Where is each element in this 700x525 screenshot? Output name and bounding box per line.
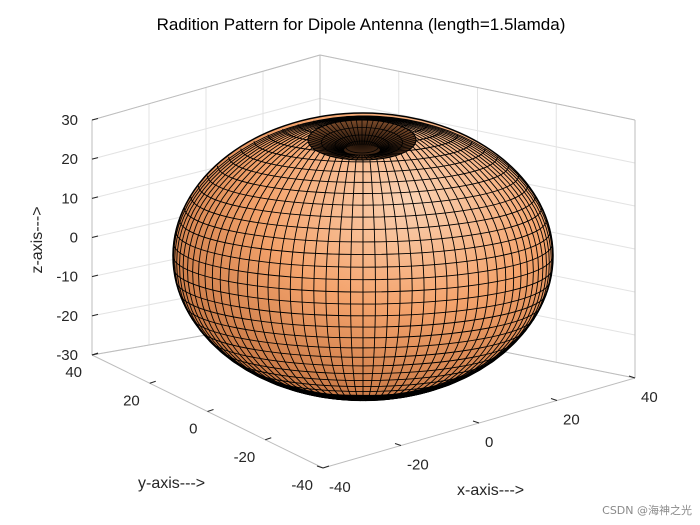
box-edge	[91, 54, 321, 121]
hole-mesh-line	[378, 133, 414, 149]
x-tick-label: -20	[407, 457, 429, 474]
mesh-meridian	[174, 115, 364, 397]
hole-mesh-ring	[345, 140, 379, 154]
mesh-meridian	[362, 115, 515, 399]
y-tick-mark	[149, 380, 156, 384]
x-tick-mark	[550, 398, 558, 401]
y-tick-label: 0	[189, 421, 197, 438]
hole-mesh-line	[373, 124, 399, 147]
x-tick-label: 20	[563, 412, 580, 429]
z-tick-label: 10	[61, 190, 78, 207]
x-tick-mark	[316, 465, 324, 469]
mesh-meridian	[172, 115, 364, 397]
y-tick-label: 40	[65, 364, 82, 381]
mesh-meridian	[179, 115, 364, 397]
z-tick-label: 0	[70, 230, 78, 247]
mesh-meridian	[176, 115, 364, 397]
hole-mesh-line	[372, 123, 395, 147]
surface-plot	[172, 112, 554, 402]
x-axis-ticks: -40 -20 0 20 40	[316, 375, 658, 496]
x-tick-mark	[628, 375, 636, 379]
z-tick-label: 30	[61, 112, 78, 129]
y-tick-mark	[265, 437, 272, 441]
hole-mesh-line	[307, 139, 345, 151]
hole-mesh-line	[308, 137, 345, 150]
hole-mesh-line	[318, 151, 348, 154]
z-tick-mark	[91, 235, 99, 238]
x-tick-label: 40	[641, 389, 658, 406]
hole-mesh-line	[334, 122, 354, 146]
hole-mesh-line	[329, 123, 352, 147]
hole-mesh-line	[368, 121, 385, 146]
z-axis-label: z-axis--->	[29, 206, 46, 273]
z-tick-label: -10	[56, 269, 78, 286]
hole-mesh-line	[367, 120, 380, 146]
hole-mesh-line	[310, 133, 346, 149]
hole-mesh-line	[325, 124, 351, 147]
x-tick-label: 0	[485, 434, 493, 451]
hole-mesh-line	[379, 135, 415, 150]
mesh-meridian	[362, 115, 554, 397]
hole-mesh	[307, 120, 417, 161]
hole-mesh-line	[370, 122, 390, 146]
mesh-meridian	[362, 115, 470, 400]
hole-mesh-line	[377, 149, 409, 153]
y-axis-ticks: -40 -20 0 20 40	[65, 352, 330, 494]
hole-mesh-line	[318, 127, 348, 148]
hole-mesh-line	[379, 137, 416, 150]
y-tick-label: 20	[123, 392, 140, 409]
hole-mesh-line	[321, 126, 349, 147]
z-tick-mark	[91, 274, 99, 278]
y-axis-label: y-axis--->	[138, 475, 205, 492]
z-tick-label: -30	[56, 347, 78, 364]
hole-mesh-line	[312, 131, 346, 149]
box-edge	[319, 54, 636, 121]
x-tick-mark	[472, 420, 480, 424]
mesh-meridian	[362, 115, 552, 397]
hole-mesh-ring	[334, 134, 390, 156]
hole-mesh-line	[378, 147, 412, 153]
hole-mesh-line	[377, 129, 409, 148]
hole-mesh-line	[315, 149, 347, 153]
hole-mesh-line	[378, 131, 412, 149]
x-tick-mark	[394, 443, 402, 446]
y-tick-label: -40	[291, 477, 313, 494]
z-tick-label: -20	[56, 308, 78, 325]
hole-mesh-line	[339, 121, 356, 146]
z-tick-mark	[91, 118, 99, 121]
chart-title: Radition Pattern for Dipole Antenna (len…	[157, 15, 566, 34]
mesh-meridian	[362, 115, 480, 400]
hole-mesh-line	[312, 147, 346, 153]
y-tick-mark	[322, 465, 330, 469]
y-tick-mark	[207, 409, 214, 412]
watermark: CSDN @海神之光	[602, 503, 692, 517]
hole-mesh-line	[379, 139, 417, 151]
y-tick-mark	[91, 352, 99, 356]
mesh-meridian	[362, 115, 507, 399]
z-tick-label: 20	[61, 151, 78, 168]
hole-mesh-line	[308, 141, 345, 151]
z-tick-mark	[91, 196, 99, 199]
x-tick-label: -40	[329, 479, 351, 496]
mesh-meridian	[362, 115, 459, 401]
z-tick-mark	[91, 313, 99, 317]
hole-mesh-line	[309, 135, 345, 150]
mesh-meridian	[362, 115, 498, 399]
hole-mesh-line	[376, 151, 406, 154]
y-tick-label: -20	[234, 449, 256, 466]
z-tick-mark	[91, 157, 99, 160]
hole-mesh-line	[379, 141, 416, 151]
hole-mesh-line	[315, 129, 347, 148]
hole-mesh-ring	[321, 127, 403, 158]
z-axis-ticks: 30 20 10 0 -10 -20 -30	[56, 112, 99, 364]
hole-mesh-line	[376, 127, 406, 148]
hole-mesh-line	[375, 126, 403, 147]
mesh-meridian	[362, 115, 489, 400]
hole-mesh-line	[344, 120, 357, 146]
x-axis-label: x-axis--->	[457, 482, 524, 499]
